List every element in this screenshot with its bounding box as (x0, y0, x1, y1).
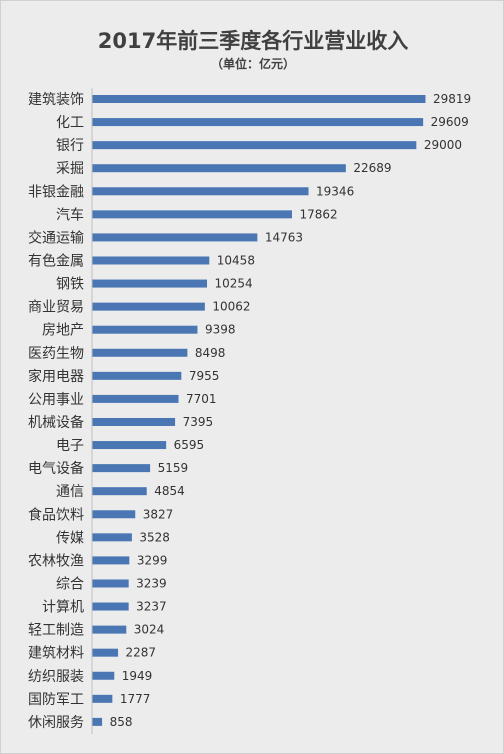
category-label: 机械设备 (28, 414, 84, 431)
category-label: 轻工制造 (28, 623, 84, 639)
data-label: 7395 (183, 415, 214, 429)
category-label: 汽车 (56, 206, 84, 223)
category-label: 综合 (56, 576, 84, 592)
bar (92, 164, 346, 173)
category-label: 交通运输 (28, 229, 84, 246)
bar (92, 348, 188, 357)
data-label: 3239 (136, 576, 167, 590)
data-label: 858 (110, 715, 133, 729)
category-label: 国防军工 (28, 692, 84, 708)
bar (92, 256, 210, 265)
category-label: 传媒 (56, 530, 84, 546)
category-label: 家用电器 (28, 368, 84, 385)
bar (92, 464, 151, 473)
bar (92, 625, 127, 634)
data-label: 29609 (431, 115, 469, 129)
category-label: 农林牧渔 (28, 553, 84, 569)
chart-subtitle: （单位：亿元） (210, 57, 295, 71)
bar (92, 233, 258, 242)
data-label: 3827 (143, 507, 174, 521)
bar (92, 487, 147, 496)
data-label: 22689 (353, 161, 391, 175)
data-label: 5159 (158, 461, 189, 475)
category-label: 电气设备 (28, 460, 84, 477)
data-label: 1777 (120, 692, 151, 706)
bar (92, 671, 115, 680)
data-label: 1949 (122, 669, 153, 683)
category-label: 医药生物 (28, 346, 84, 362)
bar (92, 118, 424, 127)
bars: 建筑装饰 29819 化工 29609 银行 29000 采掘 22689 非银金融 19346 汽… (28, 92, 471, 731)
bar (92, 95, 426, 103)
bar (92, 371, 182, 380)
bar (92, 417, 176, 426)
data-label: 3024 (134, 623, 165, 637)
category-label: 计算机 (42, 600, 84, 616)
bar (92, 602, 129, 611)
category-label: 纺织服装 (28, 669, 84, 685)
data-label: 29000 (424, 138, 462, 152)
category-label: 建筑装饰 (28, 92, 84, 108)
bar (92, 279, 208, 288)
category-label: 银行 (56, 138, 84, 154)
bar (92, 441, 167, 450)
category-label: 钢铁 (56, 277, 84, 293)
data-label: 3528 (139, 530, 170, 544)
category-label: 休闲服务 (28, 715, 84, 731)
bar (92, 510, 136, 519)
bar (92, 210, 292, 219)
category-label: 电子 (56, 438, 84, 454)
data-label: 29819 (433, 92, 471, 106)
category-label: 通信 (56, 484, 84, 500)
bar (92, 533, 132, 542)
data-label: 4854 (154, 484, 185, 498)
category-label: 采掘 (56, 161, 84, 177)
category-label: 建筑材料 (28, 646, 84, 662)
data-label: 17862 (299, 207, 337, 221)
data-label: 9398 (205, 323, 236, 337)
bar (92, 694, 113, 703)
category-label: 非银金融 (28, 184, 84, 200)
bar (92, 325, 198, 334)
bar (92, 187, 309, 196)
bar (92, 579, 129, 588)
data-label: 6595 (174, 438, 205, 452)
data-label: 14763 (265, 230, 303, 244)
bar (92, 394, 179, 403)
data-label: 8498 (195, 346, 226, 360)
bar (92, 141, 417, 150)
category-label: 房地产 (42, 323, 84, 339)
category-label: 有色金属 (28, 252, 84, 269)
data-label: 2287 (126, 646, 157, 660)
chart-title: 2017年前三季度各行业营业收入 (97, 29, 409, 53)
bar (92, 648, 119, 657)
data-label: 7955 (189, 369, 220, 383)
data-label: 10458 (217, 253, 255, 267)
data-label: 3237 (136, 600, 167, 614)
bar (92, 302, 205, 311)
category-label: 商业贸易 (28, 300, 84, 316)
data-label: 3299 (137, 553, 168, 567)
bar (92, 556, 130, 565)
category-label: 公用事业 (28, 392, 84, 408)
data-label: 7701 (186, 392, 217, 406)
data-label: 10062 (212, 300, 250, 314)
category-label: 食品饮料 (28, 506, 84, 523)
data-label: 19346 (316, 184, 354, 198)
category-label: 化工 (56, 115, 84, 131)
bar (92, 717, 103, 726)
data-label: 10254 (215, 277, 253, 291)
